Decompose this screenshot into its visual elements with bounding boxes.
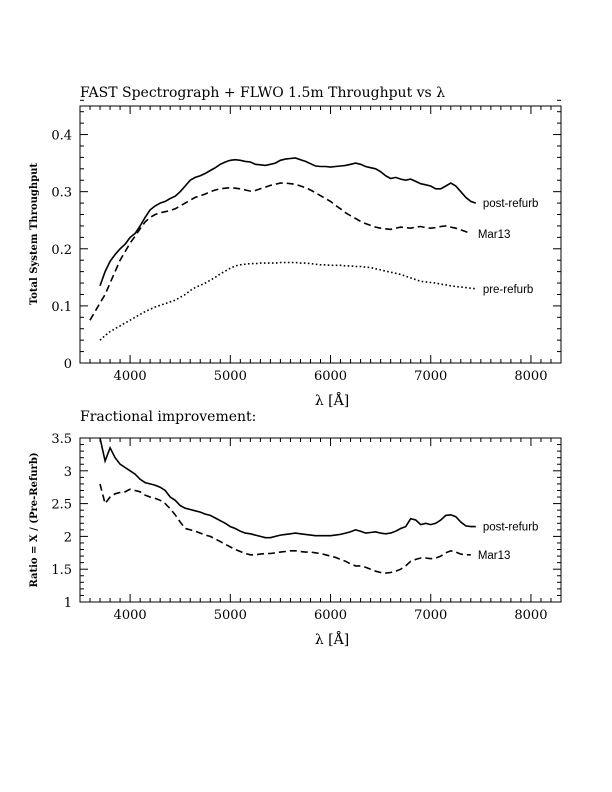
x-tick-label: 5000	[214, 608, 247, 623]
y-axis-label: Total System Throughput	[29, 163, 40, 305]
y-tick-label: 3	[64, 465, 72, 480]
series-group	[99, 438, 476, 574]
x-tick-label: 7000	[414, 369, 447, 384]
series-line-pre-refurb	[99, 261, 476, 341]
x-tick-label: 8000	[514, 369, 547, 384]
y-tick-label: 0.4	[51, 129, 72, 144]
series-group	[89, 157, 477, 341]
series-line-mar13	[99, 483, 471, 574]
x-tick-label: 4000	[114, 369, 147, 384]
x-axis-label: λ [Å]	[315, 391, 349, 409]
x-tick-label: 4000	[114, 608, 147, 623]
y-tick-label: 1.5	[51, 563, 72, 578]
series-label: Mar13	[478, 229, 511, 241]
axis-ticks: 4000 5000 6000 7000 8000 0 0.1 0.2 0.3 0.4	[51, 99, 562, 384]
series-label: pre-refurb	[483, 284, 533, 296]
y-tick-label: 2.5	[51, 498, 72, 513]
y-axis-label: Ratio = X / (Pre-Refurb)	[29, 452, 40, 587]
series-line-mar13	[89, 182, 472, 321]
series-label: post-refurb	[483, 522, 539, 534]
x-tick-label: 8000	[514, 608, 547, 623]
x-tick-label: 5000	[214, 369, 247, 384]
chart-title: Fractional improvement:	[80, 409, 256, 425]
series-line-post-refurb	[99, 157, 477, 287]
y-tick-label: 0	[64, 357, 72, 372]
y-tick-label: 1	[64, 596, 72, 611]
series-labels: post-refurb Mar13 pre-refurb	[478, 198, 539, 296]
y-tick-label: 0.2	[51, 243, 72, 258]
axis-ticks: 4000 5000 6000 7000 8000 1 1.5 2 2.5 3 3.5	[51, 432, 562, 623]
series-label: Mar13	[478, 550, 511, 562]
ratio-panel: Fractional improvement: Ratio = X / (Pre…	[29, 409, 562, 648]
series-labels: post-refurb Mar13	[478, 522, 539, 562]
chart-title: FAST Spectrograph + FLWO 1.5m Throughput…	[80, 85, 445, 101]
x-tick-label: 6000	[314, 608, 347, 623]
series-line-post-refurb	[99, 438, 476, 539]
y-tick-label: 0.1	[51, 300, 72, 315]
series-label: post-refurb	[483, 198, 539, 210]
x-tick-label: 7000	[414, 608, 447, 623]
x-axis-label: λ [Å]	[315, 630, 349, 648]
y-tick-label: 3.5	[51, 432, 72, 447]
x-tick-label: 6000	[314, 369, 347, 384]
y-tick-label: 2	[64, 530, 72, 545]
throughput-panel: FAST Spectrograph + FLWO 1.5m Throughput…	[29, 85, 562, 409]
y-tick-label: 0.3	[51, 186, 72, 201]
plot-frame	[79, 437, 562, 603]
